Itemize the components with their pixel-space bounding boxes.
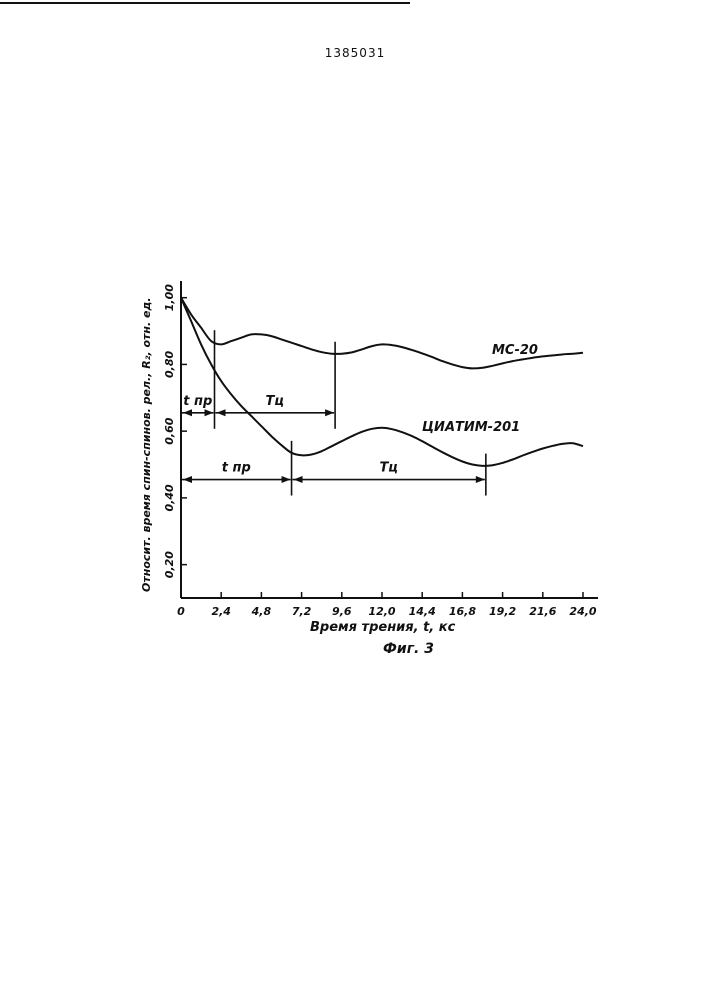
x-tick-label: 14,4	[409, 605, 436, 618]
annotation-label: Tц	[379, 461, 398, 476]
x-tick-label: 2,4	[211, 605, 231, 618]
x-tick-label: 24,0	[569, 605, 596, 618]
annotation-label: Tц	[266, 394, 285, 409]
arrow-head	[476, 476, 485, 483]
x-tick-label: 16,8	[449, 605, 476, 618]
x-tick-label: 21,6	[529, 605, 556, 618]
series-line-tsiatim	[181, 298, 583, 466]
arrow-head	[183, 409, 192, 416]
series-label-ms20: МС-20	[492, 343, 538, 358]
arrow-head	[294, 476, 303, 483]
x-tick-label: 19,2	[489, 605, 516, 618]
axes	[181, 281, 598, 598]
y-tick-label: 0,20	[163, 551, 176, 578]
x-tick-label: 12,0	[368, 605, 395, 618]
x-tick-label: 9,6	[332, 605, 352, 618]
x-axis-label: Время трения, t, кс	[310, 620, 456, 635]
annotation-label: t пр	[222, 461, 251, 476]
x-tick-label: 0	[177, 605, 185, 618]
figure-caption: Фиг. 3	[383, 641, 434, 657]
x-ticks: 0 2,4 4,8 7,2 9,6 12,0 14,4 16,8 19,2 21,6 24,0	[177, 592, 597, 618]
series-label-tsiatim: ЦИАТИМ-201	[422, 420, 520, 435]
arrow-head	[183, 476, 192, 483]
arrow-head	[325, 409, 334, 416]
x-tick-label: 4,8	[251, 605, 272, 618]
y-tick-label: 1,00	[163, 284, 176, 311]
annotations: t пр Tц t пр Tц	[182, 330, 486, 495]
y-tick-label: 0,80	[163, 351, 176, 378]
annotation-label: t пр	[183, 394, 212, 409]
series-lines	[181, 298, 583, 466]
arrow-head	[205, 409, 214, 416]
y-tick-label: 0,60	[163, 417, 176, 444]
arrow-head	[282, 476, 291, 483]
y-tick-label: 0,40	[163, 484, 176, 511]
y-ticks: 0,20 0,40 0,60 0,80 1,00	[163, 284, 187, 578]
x-tick-label: 7,2	[292, 605, 312, 618]
arrow-head	[217, 409, 226, 416]
y-axis-label: Относит. время спин-спинов. рел., R₂, от…	[140, 297, 153, 592]
